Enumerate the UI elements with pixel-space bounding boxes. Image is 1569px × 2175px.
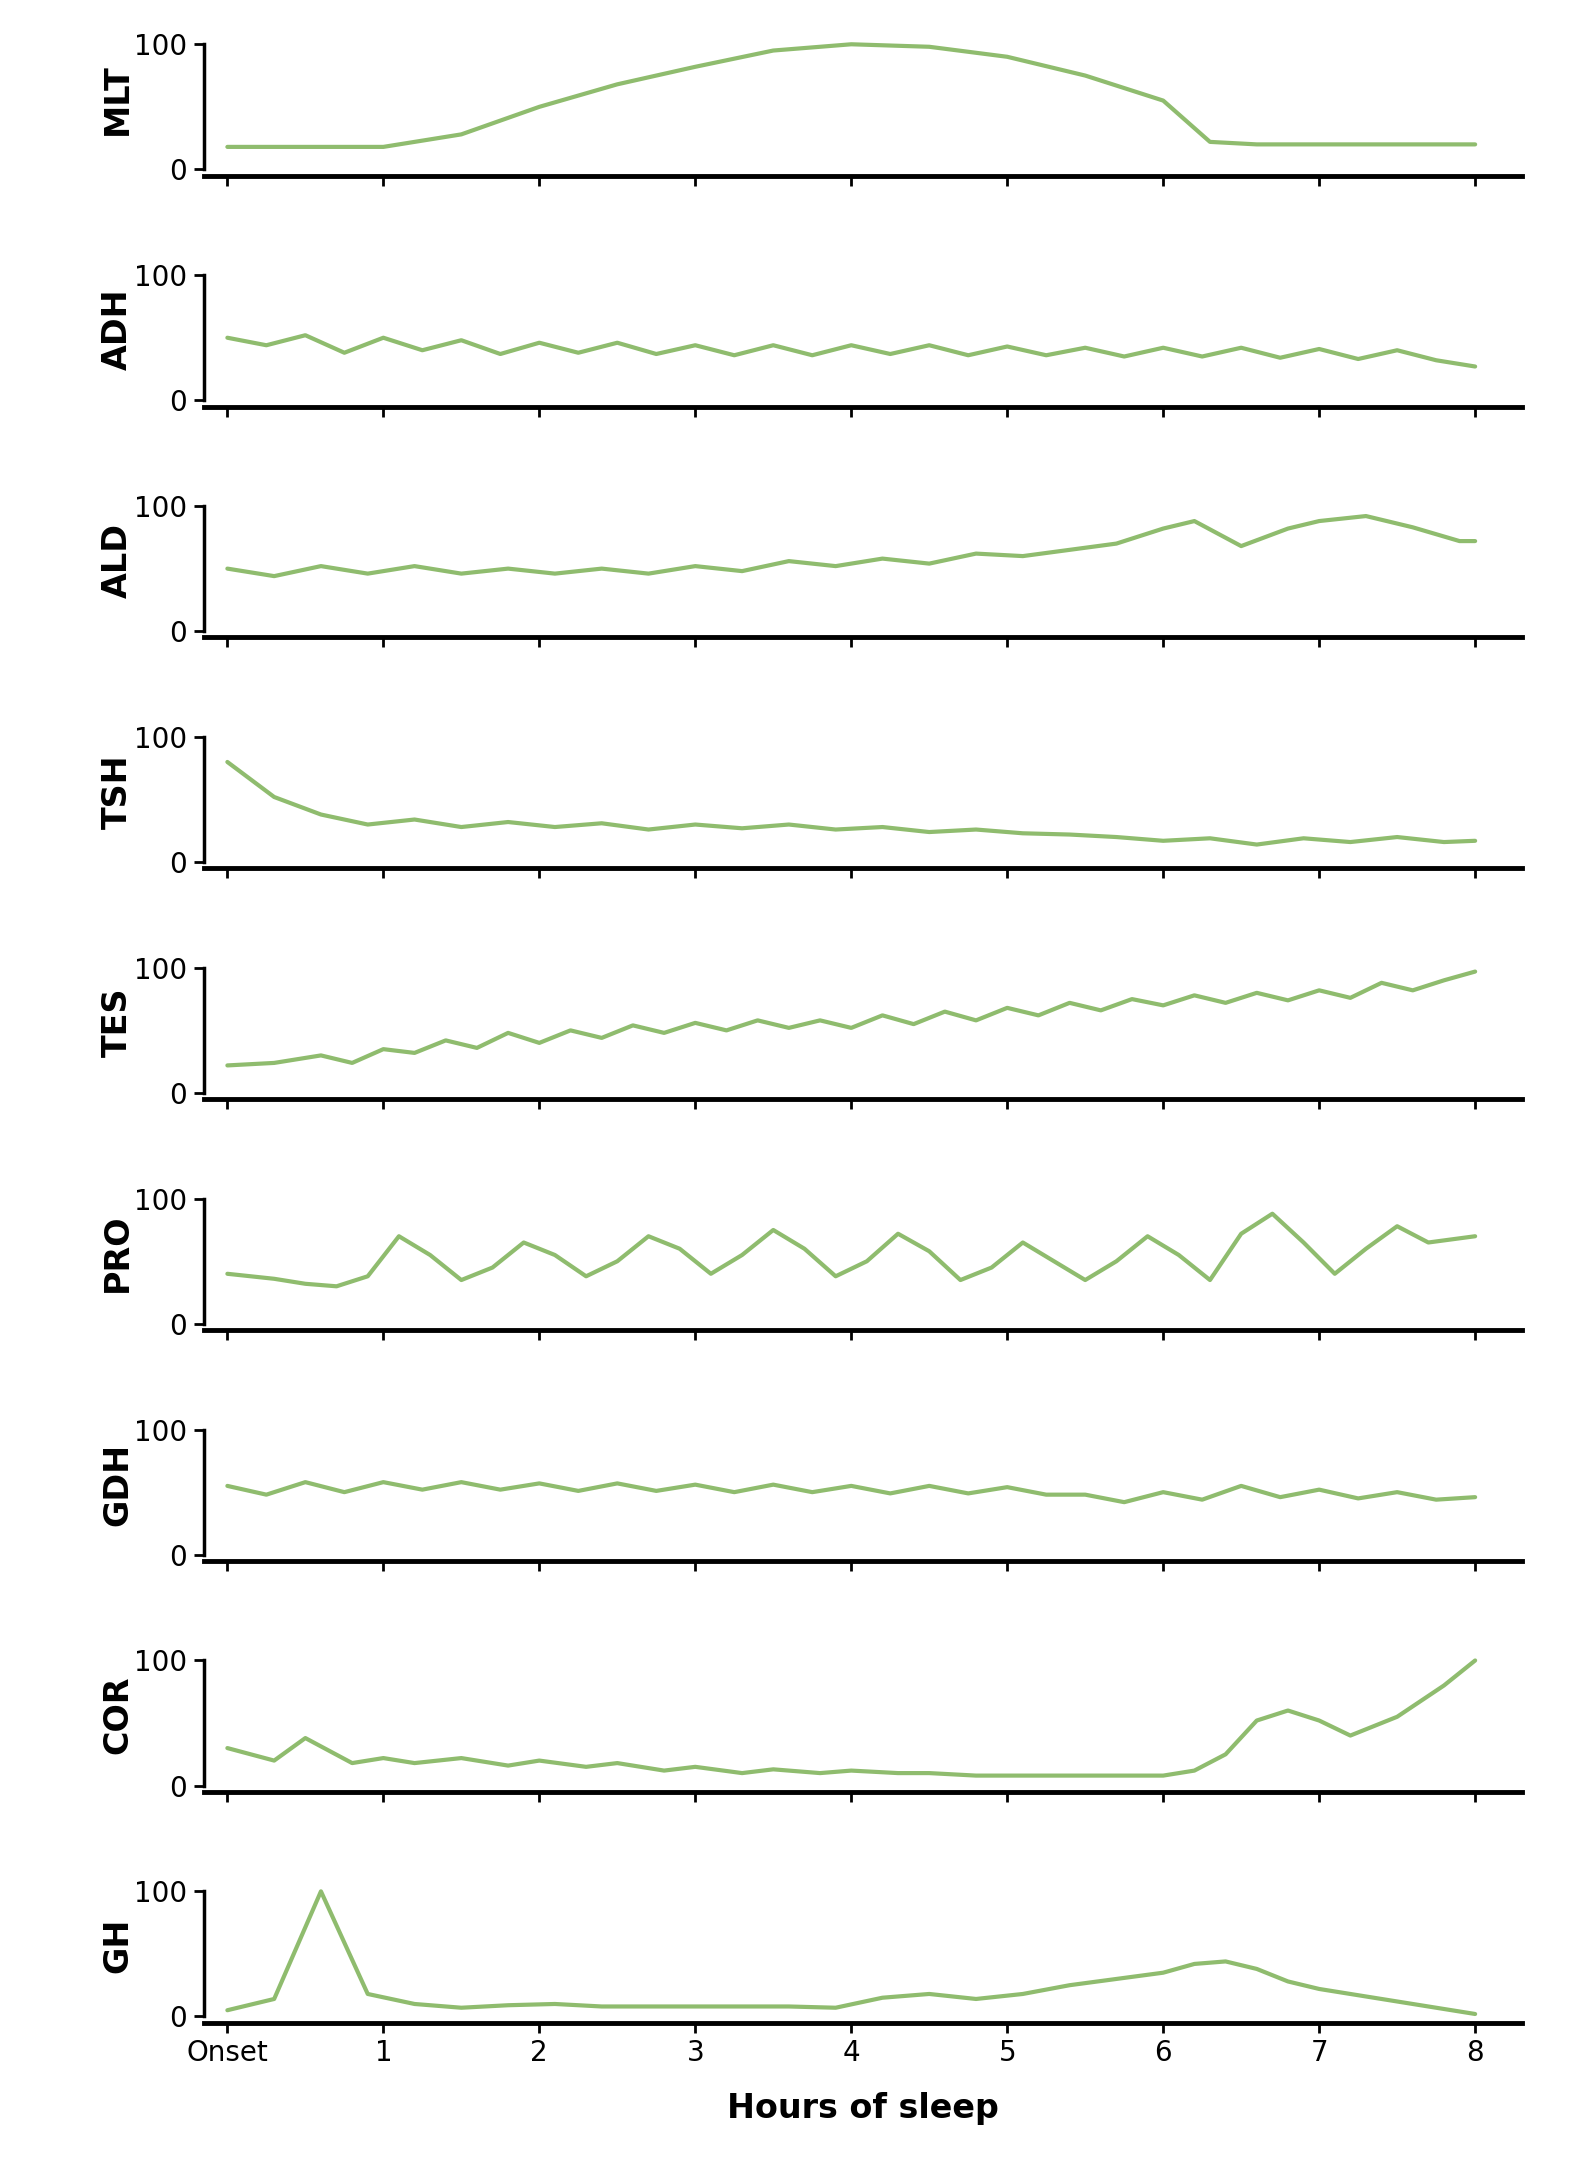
Y-axis label: MLT: MLT [100, 63, 133, 135]
Y-axis label: TES: TES [100, 987, 133, 1057]
Y-axis label: ALD: ALD [100, 522, 133, 598]
Y-axis label: GDH: GDH [100, 1442, 133, 1525]
Y-axis label: COR: COR [100, 1675, 133, 1755]
X-axis label: Hours of sleep: Hours of sleep [726, 2092, 999, 2125]
Y-axis label: PRO: PRO [100, 1214, 133, 1292]
Y-axis label: ADH: ADH [100, 289, 133, 370]
Y-axis label: GH: GH [100, 1918, 133, 1973]
Y-axis label: TSH: TSH [100, 755, 133, 829]
